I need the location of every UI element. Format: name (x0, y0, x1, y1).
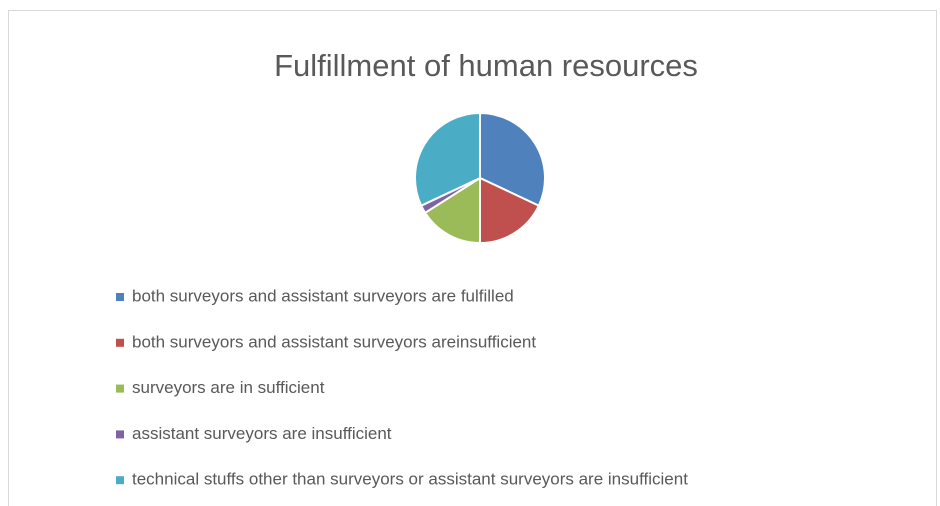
pie-slice (414, 111, 481, 208)
legend-swatch (116, 338, 124, 347)
pie-slice (479, 176, 541, 245)
legend-swatch (116, 384, 124, 393)
legend-label: technical stuffs other than surveyors or… (132, 470, 688, 489)
chart-frame (8, 10, 937, 506)
pie-slice (423, 176, 481, 245)
legend-swatch (116, 430, 124, 439)
legend-swatch (116, 476, 124, 485)
legend-label: assistant surveyors are insufficient (132, 424, 392, 443)
chart-title: Fulfillment of human resources (274, 48, 698, 83)
legend-label: both surveyors and assistant surveyors a… (132, 286, 514, 305)
legend-label: both surveyors and assistant surveyors a… (132, 332, 536, 351)
legend-swatch (116, 293, 124, 301)
pie-slice (479, 111, 546, 208)
legend-label: surveyors are in sufficient (132, 378, 325, 397)
